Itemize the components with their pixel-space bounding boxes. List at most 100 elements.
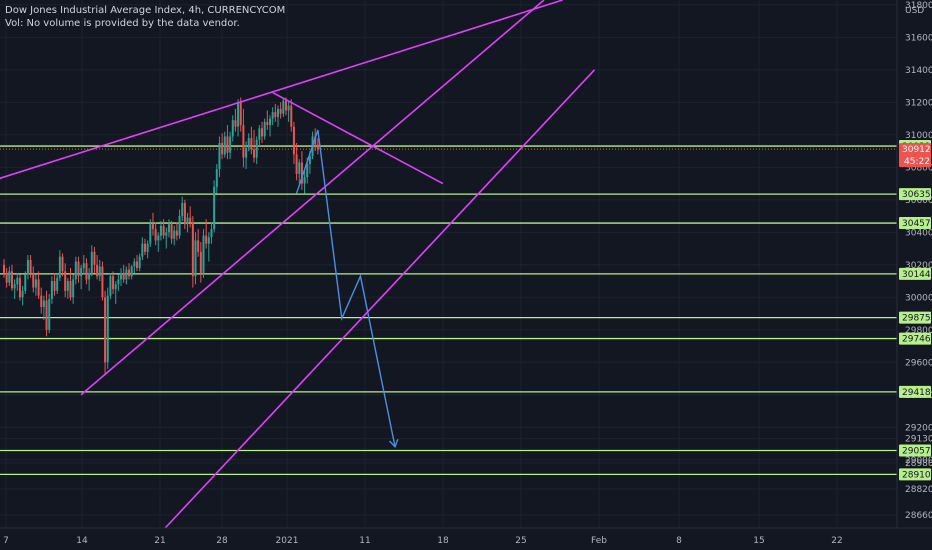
candle-body[interactable] — [191, 222, 194, 277]
candle-body[interactable] — [48, 298, 51, 330]
candle-body[interactable] — [306, 164, 309, 178]
candle-body[interactable] — [162, 225, 165, 236]
candle-body[interactable] — [258, 128, 261, 140]
candle-body[interactable] — [69, 281, 72, 298]
candle-body[interactable] — [223, 136, 226, 155]
candle-body[interactable] — [175, 230, 178, 236]
candle-body[interactable] — [122, 272, 125, 280]
candle-body[interactable] — [112, 276, 115, 290]
candle-body[interactable] — [234, 120, 237, 127]
candle-body[interactable] — [210, 229, 213, 238]
candle-body[interactable] — [173, 230, 176, 239]
candle-body[interactable] — [149, 224, 152, 244]
candle-body[interactable] — [130, 266, 133, 277]
candle-body[interactable] — [114, 284, 117, 290]
candle-body[interactable] — [170, 224, 173, 239]
candle-body[interactable] — [88, 272, 91, 280]
candle-body[interactable] — [146, 243, 149, 252]
candle-body[interactable] — [32, 272, 35, 288]
candle-body[interactable] — [269, 118, 271, 126]
candle-body[interactable] — [13, 284, 16, 289]
candle-body[interactable] — [104, 297, 107, 363]
candle-body[interactable] — [292, 126, 295, 155]
candle-body[interactable] — [316, 144, 319, 150]
candle-body[interactable] — [117, 279, 120, 285]
trendline[interactable] — [163, 69, 596, 531]
candle-body[interactable] — [21, 290, 24, 298]
candle-body[interactable] — [154, 229, 157, 241]
candle-body[interactable] — [53, 281, 56, 291]
candle-body[interactable] — [133, 261, 136, 267]
trendline[interactable] — [272, 91, 444, 185]
candle-body[interactable] — [271, 112, 274, 119]
candle-body[interactable] — [205, 235, 208, 244]
candle-body[interactable] — [74, 261, 77, 280]
candle-body[interactable] — [72, 279, 75, 298]
candle-body[interactable] — [300, 162, 303, 184]
candle-body[interactable] — [266, 121, 269, 126]
candle-body[interactable] — [141, 243, 144, 257]
candle-body[interactable] — [93, 251, 96, 265]
candle-body[interactable] — [229, 136, 232, 153]
candle-body[interactable] — [82, 263, 85, 269]
time-axis[interactable] — [0, 528, 932, 550]
candle-body[interactable] — [213, 186, 216, 230]
candle-body[interactable] — [295, 154, 298, 174]
candle-body[interactable] — [218, 142, 221, 169]
candle-body[interactable] — [250, 138, 253, 150]
candle-body[interactable] — [202, 235, 205, 273]
candle-body[interactable] — [242, 125, 245, 158]
candle-body[interactable] — [165, 232, 168, 236]
candle-body[interactable] — [314, 136, 317, 145]
candle-body[interactable] — [261, 128, 264, 137]
candle-body[interactable] — [128, 269, 131, 277]
candle-body[interactable] — [239, 102, 242, 126]
candle-body[interactable] — [186, 217, 189, 225]
candle-body[interactable] — [37, 279, 40, 296]
candle-body[interactable] — [85, 263, 88, 280]
candle-body[interactable] — [199, 251, 202, 273]
candle-body[interactable] — [125, 269, 128, 280]
projection-path[interactable] — [295, 129, 396, 447]
candle-body[interactable] — [157, 235, 160, 241]
candle-body[interactable] — [226, 136, 229, 153]
trendline[interactable] — [0, 0, 563, 180]
candle-body[interactable] — [194, 240, 197, 277]
candle-body[interactable] — [159, 225, 162, 236]
candle-body[interactable] — [245, 147, 248, 158]
candle-body[interactable] — [263, 121, 266, 137]
candle-body[interactable] — [215, 168, 218, 187]
candle-body[interactable] — [56, 277, 59, 291]
candle-body[interactable] — [178, 216, 181, 236]
candle-body[interactable] — [42, 300, 45, 308]
candle-body[interactable] — [77, 261, 80, 277]
candle-body[interactable] — [50, 281, 53, 299]
candle-body[interactable] — [29, 259, 32, 273]
candle-body[interactable] — [136, 261, 138, 269]
candle-body[interactable] — [26, 259, 29, 275]
candle-body[interactable] — [167, 224, 170, 233]
candle-body[interactable] — [253, 149, 256, 158]
candle-body[interactable] — [298, 162, 301, 174]
candle-body[interactable] — [284, 100, 287, 111]
candle-body[interactable] — [98, 266, 101, 277]
candle-body[interactable] — [18, 277, 21, 298]
candle-body[interactable] — [274, 112, 277, 117]
candle-body[interactable] — [181, 203, 184, 217]
candle-body[interactable] — [66, 281, 69, 291]
candle-body[interactable] — [120, 272, 123, 280]
candle-body[interactable] — [189, 217, 192, 223]
candle-body[interactable] — [279, 108, 282, 114]
candle-body[interactable] — [276, 108, 279, 117]
candle-body[interactable] — [151, 224, 154, 230]
candle-body[interactable] — [197, 240, 200, 252]
candle-body[interactable] — [3, 264, 5, 273]
candle-body[interactable] — [16, 277, 19, 285]
candle-body[interactable] — [24, 274, 27, 291]
candle-body[interactable] — [237, 102, 240, 127]
candle-body[interactable] — [138, 256, 141, 269]
candle-body[interactable] — [247, 138, 250, 148]
candle-body[interactable] — [64, 271, 67, 291]
